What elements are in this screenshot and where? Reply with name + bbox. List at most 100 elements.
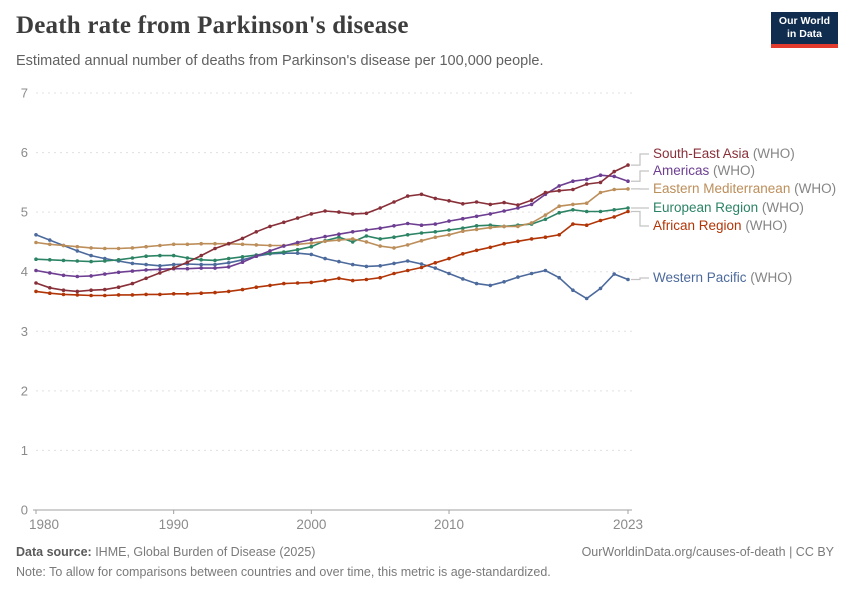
data-point[interactable]: [364, 277, 369, 282]
data-point[interactable]: [213, 290, 217, 295]
data-point[interactable]: [584, 223, 589, 227]
data-point[interactable]: [144, 268, 148, 272]
data-point[interactable]: [337, 232, 341, 236]
data-point[interactable]: [364, 228, 369, 232]
data-point[interactable]: [48, 291, 52, 296]
data-point[interactable]: [75, 249, 80, 253]
data-point[interactable]: [626, 277, 630, 282]
data-point[interactable]: [447, 228, 451, 232]
data-point[interactable]: [75, 259, 80, 263]
data-point[interactable]: [461, 202, 465, 206]
series-line[interactable]: [35, 174, 629, 278]
data-point[interactable]: [516, 206, 520, 210]
data-point[interactable]: [75, 293, 80, 297]
data-point[interactable]: [295, 251, 300, 255]
data-point[interactable]: [516, 224, 520, 229]
series-african-region[interactable]: [34, 209, 630, 298]
data-point[interactable]: [364, 211, 369, 216]
data-point[interactable]: [61, 292, 66, 297]
data-point[interactable]: [419, 265, 424, 270]
data-point[interactable]: [226, 265, 231, 269]
series-south-east-asia[interactable]: [34, 163, 630, 294]
data-point[interactable]: [543, 213, 548, 217]
data-point[interactable]: [185, 292, 190, 296]
data-point[interactable]: [61, 273, 66, 278]
data-point[interactable]: [34, 257, 38, 262]
data-point[interactable]: [309, 241, 314, 245]
data-point[interactable]: [226, 261, 231, 265]
data-point[interactable]: [130, 293, 135, 297]
data-point[interactable]: [254, 230, 259, 234]
data-point[interactable]: [529, 271, 534, 276]
data-point[interactable]: [378, 226, 383, 230]
data-point[interactable]: [612, 187, 616, 192]
legend-item-south-east-asia[interactable]: South-East Asia (WHO): [653, 145, 795, 163]
data-point[interactable]: [103, 272, 107, 276]
data-point[interactable]: [89, 253, 93, 258]
data-point[interactable]: [571, 179, 575, 183]
data-point[interactable]: [130, 269, 135, 273]
data-point[interactable]: [103, 246, 107, 251]
data-point[interactable]: [226, 241, 231, 246]
data-point[interactable]: [158, 267, 162, 272]
data-point[interactable]: [392, 261, 396, 266]
data-point[interactable]: [433, 230, 438, 234]
data-point[interactable]: [378, 237, 383, 241]
data-point[interactable]: [557, 275, 561, 280]
series-americas[interactable]: [34, 173, 630, 279]
data-point[interactable]: [378, 275, 383, 280]
data-point[interactable]: [529, 198, 534, 202]
data-point[interactable]: [61, 243, 66, 248]
data-point[interactable]: [419, 231, 424, 235]
data-point[interactable]: [405, 194, 410, 198]
data-point[interactable]: [240, 242, 245, 247]
data-point[interactable]: [626, 179, 630, 183]
series-western-pacific[interactable]: [34, 233, 630, 301]
data-point[interactable]: [626, 187, 630, 191]
data-point[interactable]: [461, 216, 465, 221]
data-point[interactable]: [419, 192, 424, 197]
data-point[interactable]: [282, 220, 286, 225]
owid-logo[interactable]: Our World in Data: [771, 12, 838, 48]
data-point[interactable]: [516, 203, 520, 207]
data-point[interactable]: [282, 281, 286, 286]
data-point[interactable]: [213, 246, 217, 251]
data-point[interactable]: [350, 212, 355, 216]
data-point[interactable]: [103, 287, 107, 292]
data-point[interactable]: [502, 200, 506, 205]
data-point[interactable]: [199, 241, 203, 246]
data-point[interactable]: [240, 236, 245, 241]
data-point[interactable]: [226, 256, 231, 261]
data-point[interactable]: [295, 216, 300, 220]
data-point[interactable]: [213, 258, 217, 263]
data-point[interactable]: [571, 222, 575, 226]
data-point[interactable]: [337, 238, 341, 242]
data-point[interactable]: [543, 190, 548, 195]
data-point[interactable]: [461, 229, 465, 233]
data-point[interactable]: [378, 244, 383, 248]
data-point[interactable]: [612, 272, 616, 276]
data-point[interactable]: [598, 180, 603, 185]
data-point[interactable]: [405, 243, 410, 247]
data-point[interactable]: [116, 270, 121, 275]
data-point[interactable]: [474, 227, 479, 232]
data-point[interactable]: [185, 242, 190, 247]
data-point[interactable]: [419, 223, 424, 227]
data-point[interactable]: [268, 283, 272, 288]
data-point[interactable]: [516, 239, 520, 244]
data-point[interactable]: [557, 233, 561, 237]
data-point[interactable]: [240, 254, 245, 259]
data-point[interactable]: [571, 208, 575, 212]
data-point[interactable]: [612, 174, 616, 179]
data-point[interactable]: [130, 256, 135, 260]
data-point[interactable]: [158, 253, 162, 258]
data-point[interactable]: [461, 226, 465, 230]
data-point[interactable]: [612, 169, 616, 174]
data-point[interactable]: [516, 275, 520, 279]
data-point[interactable]: [461, 252, 465, 256]
data-point[interactable]: [584, 182, 589, 186]
data-point[interactable]: [254, 285, 259, 290]
data-point[interactable]: [502, 209, 506, 213]
data-point[interactable]: [502, 241, 506, 246]
data-point[interactable]: [34, 268, 38, 273]
